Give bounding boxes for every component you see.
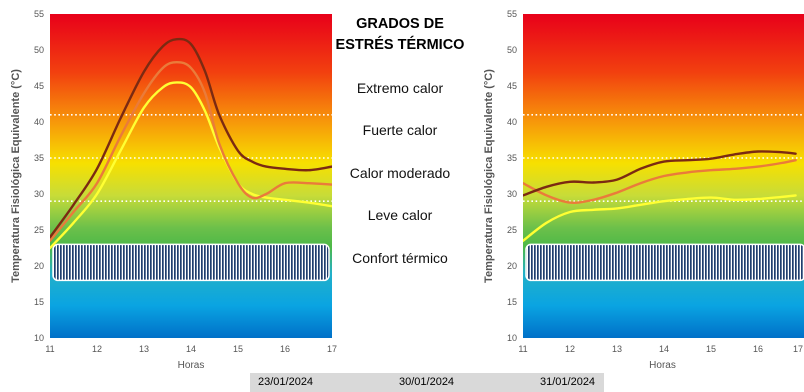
comfort-band [525, 243, 804, 282]
x-tick-label: 15 [706, 344, 716, 354]
x-axis-title: Horas [178, 360, 205, 371]
y-tick-label: 10 [507, 333, 517, 343]
y-tick-label: 25 [507, 225, 517, 235]
y-tick-label: 15 [507, 297, 517, 307]
series-line-3 [50, 37, 332, 239]
legend-item-2: 30/01/2024 [399, 376, 455, 388]
legend: 23/01/2024 30/01/2024 31/01/2024 [250, 373, 604, 392]
series-line-3 [523, 150, 797, 197]
series-line-1 [523, 194, 797, 242]
x-tick-label: 12 [565, 344, 575, 354]
y-tick-label: 50 [507, 45, 517, 55]
y-tick-label: 40 [34, 117, 44, 127]
legend-item-1: 23/01/2024 [258, 376, 314, 388]
x-tick-label: 16 [280, 344, 290, 354]
label-moderate-heat: Calor moderado [349, 165, 451, 181]
series-line-2 [50, 61, 332, 242]
legend-item-3: 31/01/2024 [540, 376, 596, 388]
y-tick-label: 40 [507, 117, 517, 127]
x-tick-label: 17 [327, 344, 337, 354]
y-tick-label: 45 [34, 81, 44, 91]
x-tick-label: 11 [45, 344, 54, 354]
label-mild-heat: Leve calor [367, 207, 433, 223]
label-extreme-heat: Extremo calor [356, 80, 444, 96]
y-tick-label: 35 [507, 153, 517, 163]
title-line-1: GRADOS DE [356, 16, 444, 32]
x-tick-label: 16 [753, 344, 763, 354]
x-tick-label: 13 [612, 344, 622, 354]
y-tick-label: 30 [507, 189, 517, 199]
x-tick-label: 14 [659, 344, 669, 354]
y-tick-label: 30 [34, 189, 44, 199]
y-tick-label: 25 [34, 225, 44, 235]
y-tick-label: 20 [507, 261, 517, 271]
x-axis-title: Horas [649, 360, 676, 371]
y-tick-label: 35 [34, 153, 44, 163]
x-tick-label: 12 [92, 344, 102, 354]
y-tick-label: 15 [34, 297, 44, 307]
x-tick-label: 15 [233, 344, 243, 354]
y-tick-label: 10 [34, 333, 44, 343]
comfort-band [52, 243, 330, 282]
y-axis-title: Temperatura Fisiológica Equivalente (°C) [10, 69, 22, 283]
x-tick-label: 14 [186, 344, 196, 354]
stress-grades-title: GRADOS DE ESTRÉS TÉRMICO [334, 14, 466, 56]
y-tick-label: 50 [34, 45, 44, 55]
chart-left: 10 15 20 25 30 35 40 45 50 55 11 12 13 14 15 16 17 Horas T… [10, 9, 337, 371]
series-line-1 [50, 81, 332, 250]
y-axis-title: Temperatura Fisiológica Equivalente (°C) [483, 69, 495, 283]
x-tick-label: 11 [518, 344, 527, 354]
y-tick-label: 45 [507, 81, 517, 91]
y-tick-label: 55 [34, 9, 44, 19]
label-thermal-comfort: Confort térmico [352, 250, 448, 266]
x-tick-label: 17 [793, 344, 803, 354]
series-line-2 [523, 159, 797, 204]
x-tick-label: 13 [139, 344, 149, 354]
y-tick-label: 55 [507, 9, 517, 19]
y-tick-label: 20 [34, 261, 44, 271]
label-strong-heat: Fuerte calor [362, 122, 438, 138]
chart-right: 10 15 20 25 30 35 40 45 50 55 11 12 13 14 15 16 17 Horas T… [483, 9, 804, 371]
title-line-2: ESTRÉS TÉRMICO [335, 37, 465, 53]
